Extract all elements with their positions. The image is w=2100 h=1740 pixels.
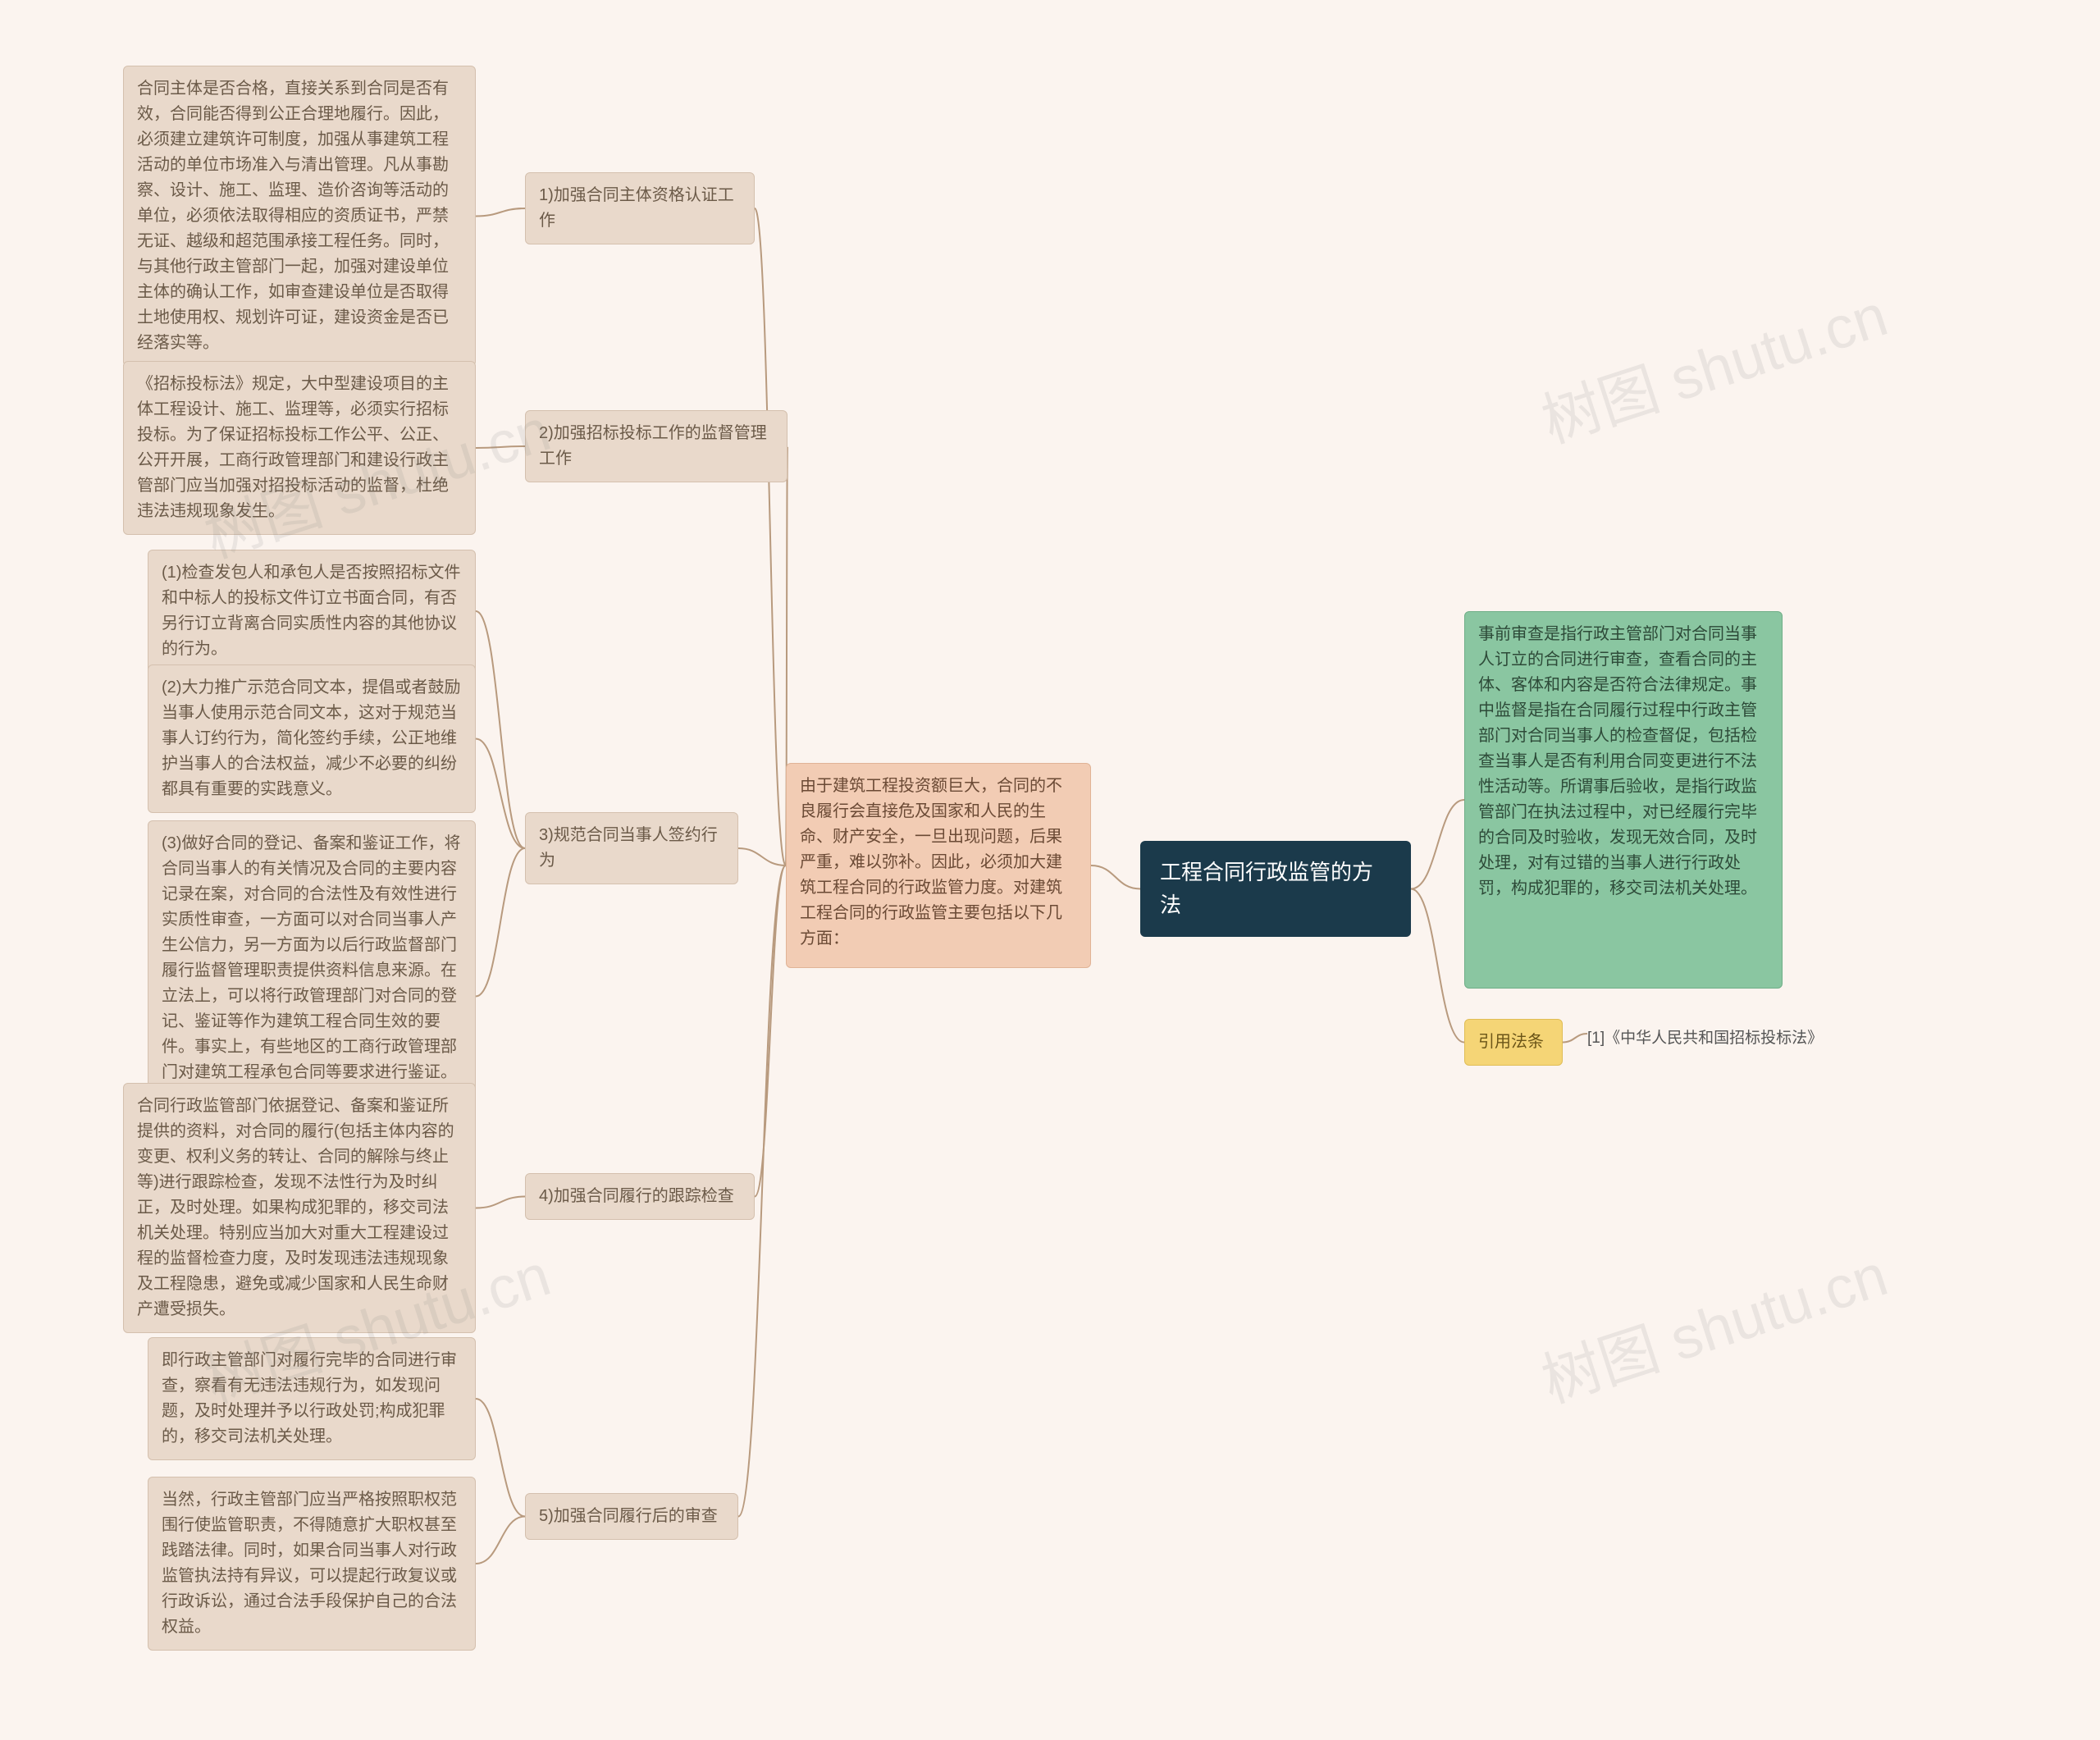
watermark: 树图 shutu.cn xyxy=(1529,267,1896,459)
root-node: 工程合同行政监管的方法 xyxy=(1140,841,1411,937)
leaf-2-0: 《招标投标法》规定，大中型建设项目的主体工程设计、施工、监理等，必须实行招标投标… xyxy=(123,361,476,535)
branch-2-label: 2)加强招标投标工作的监督管理工作 xyxy=(525,410,788,482)
branch-4-label: 4)加强合同履行的跟踪检查 xyxy=(525,1173,755,1220)
leaf-5-1: 当然，行政主管部门应当严格按照职权范围行使监管职责，不得随意扩大职权甚至践踏法律… xyxy=(148,1477,476,1651)
leaf-3-0: (1)检查发包人和承包人是否按照招标文件和中标人的投标文件订立书面合同，有否另行… xyxy=(148,550,476,673)
leaf-1-0: 合同主体是否合格，直接关系到合同是否有效，合同能否得到公正合理地履行。因此，必须… xyxy=(123,66,476,367)
reference-text: [1]《中华人民共和国招标投标法》 xyxy=(1587,1025,1823,1048)
leaf-5-0: 即行政主管部门对履行完毕的合同进行审查，察看有无违法违规行为，如发现问题，及时处… xyxy=(148,1337,476,1460)
branch-1-label: 1)加强合同主体资格认证工作 xyxy=(525,172,755,244)
watermark: 树图 shutu.cn xyxy=(1529,1226,1896,1419)
leaf-3-1: (2)大力推广示范合同文本，提倡或者鼓励当事人使用示范合同文本，这对于规范当事人… xyxy=(148,664,476,813)
leaf-4-0: 合同行政监管部门依据登记、备案和鉴证所提供的资料，对合同的履行(包括主体内容的变… xyxy=(123,1083,476,1333)
prior-review-note: 事前审查是指行政主管部门对合同当事人订立的合同进行审查，查看合同的主体、客体和内… xyxy=(1464,611,1783,989)
reference-label: 引用法条 xyxy=(1464,1019,1563,1066)
branch-5-label: 5)加强合同履行后的审查 xyxy=(525,1493,738,1540)
branch-3-label: 3)规范合同当事人签约行为 xyxy=(525,812,738,884)
hub-node: 由于建筑工程投资额巨大，合同的不良履行会直接危及国家和人民的生命、财产安全，一旦… xyxy=(786,763,1091,968)
